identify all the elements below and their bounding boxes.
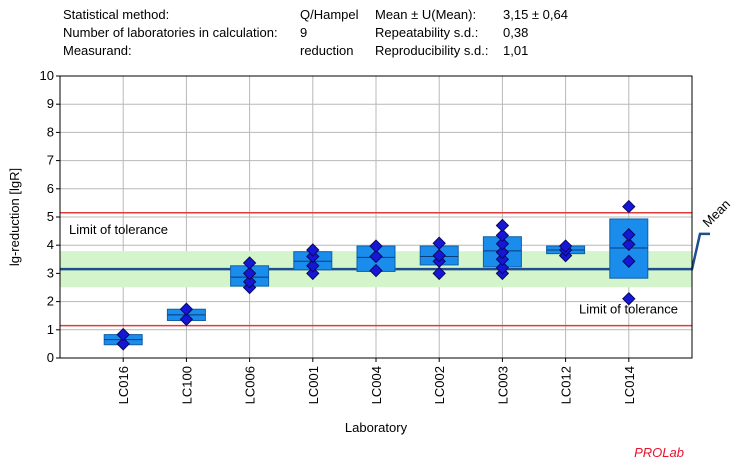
summary-label-labs: Number of laboratories in calculation: xyxy=(63,25,278,40)
y-tick-label: 7 xyxy=(47,153,54,168)
lab-data-point xyxy=(306,266,320,281)
summary-label-reproducibility: Reproducibility s.d.: xyxy=(375,43,489,58)
summary-col-value2: 3,15 ± 0,64 0,38 1,01 xyxy=(503,6,568,60)
summary-value-measurand: reduction xyxy=(300,43,354,58)
lab-data-point xyxy=(369,263,383,278)
x-tick-label: LC016 xyxy=(116,366,131,404)
y-axis-title: lg-reduction [lgR] xyxy=(7,168,22,266)
summary-label-mean: Mean ± U(Mean): xyxy=(375,7,477,22)
x-axis-title: Laboratory xyxy=(345,420,408,435)
x-tick-label: LC014 xyxy=(622,366,637,404)
y-tick-label: 10 xyxy=(40,68,54,83)
lab-data-point xyxy=(179,302,194,316)
lab-data-point xyxy=(242,266,257,281)
lab-data-point xyxy=(495,228,510,243)
lab-data-point xyxy=(432,236,446,250)
lab-data-point xyxy=(495,261,510,275)
lab-data-point xyxy=(432,266,446,281)
y-tick-label: 2 xyxy=(47,294,54,309)
plot-frame xyxy=(59,75,693,359)
x-tick-label: LC003 xyxy=(495,366,510,404)
brand-logo-text: PROLab xyxy=(634,445,684,460)
summary-value-repeatability: 0,38 xyxy=(503,25,529,40)
summary-label-repeatability: Repeatability s.d.: xyxy=(375,25,479,40)
lab-data-point xyxy=(116,337,130,351)
lab-data-point xyxy=(495,252,510,267)
y-tick-label: 3 xyxy=(47,265,54,280)
lab-data-point xyxy=(306,243,320,257)
x-tick-label: LC004 xyxy=(369,366,384,404)
lab-data-point xyxy=(369,239,383,253)
lab-data-point xyxy=(495,218,510,233)
y-tick-label: 4 xyxy=(47,237,54,252)
lab-data-point xyxy=(622,199,636,214)
lab-data-point xyxy=(306,259,320,273)
y-tick-label: 9 xyxy=(47,96,54,111)
lab-data-point xyxy=(622,292,636,306)
mean-line-tail xyxy=(680,232,710,271)
summary-value-mean: 3,15 ± 0,64 xyxy=(503,7,568,22)
upper-tolerance-label: Limit of tolerance xyxy=(69,222,168,237)
lab-data-point xyxy=(179,312,194,327)
y-tick-label: 5 xyxy=(47,209,54,224)
lab-data-point xyxy=(622,237,636,252)
lab-data-point xyxy=(242,275,257,289)
summary-col-label2: Mean ± U(Mean): Repeatability s.d.: Repr… xyxy=(375,6,488,60)
y-tick-label: 6 xyxy=(47,181,54,196)
summary-col-label: Statistical method: Number of laboratori… xyxy=(63,6,278,60)
summary-value-method: Q/Hampel xyxy=(300,7,359,22)
x-tick-label: LC001 xyxy=(306,366,321,404)
lab-data-point xyxy=(622,228,636,242)
lab-data-point xyxy=(242,256,257,270)
summary-label-measurand: Measurand: xyxy=(63,43,132,58)
lab-data-point xyxy=(495,237,510,251)
x-tick-label: LC012 xyxy=(559,366,574,404)
lab-data-point xyxy=(432,248,446,263)
y-tick-label: 0 xyxy=(47,350,54,365)
lab-data-point xyxy=(369,249,383,264)
y-tick-label: 8 xyxy=(47,124,54,139)
lower-tolerance-label: Limit of tolerance xyxy=(579,302,678,317)
y-tick-label: 1 xyxy=(47,322,54,337)
x-tick-label: LC100 xyxy=(179,366,194,404)
x-tick-label: LC006 xyxy=(243,366,258,404)
x-tick-label: LC002 xyxy=(432,366,447,404)
summary-value-labs: 9 xyxy=(300,25,308,40)
lab-data-point xyxy=(495,245,510,259)
lab-data-point xyxy=(116,327,130,342)
summary-col-value: Q/Hampel 9 reduction xyxy=(300,6,359,60)
mean-label: Mean xyxy=(700,196,734,230)
lab-data-point xyxy=(622,254,636,268)
summary-value-reproducibility: 1,01 xyxy=(503,43,529,58)
summary-label-method: Statistical method: xyxy=(63,7,170,22)
lab-data-point xyxy=(558,239,573,253)
